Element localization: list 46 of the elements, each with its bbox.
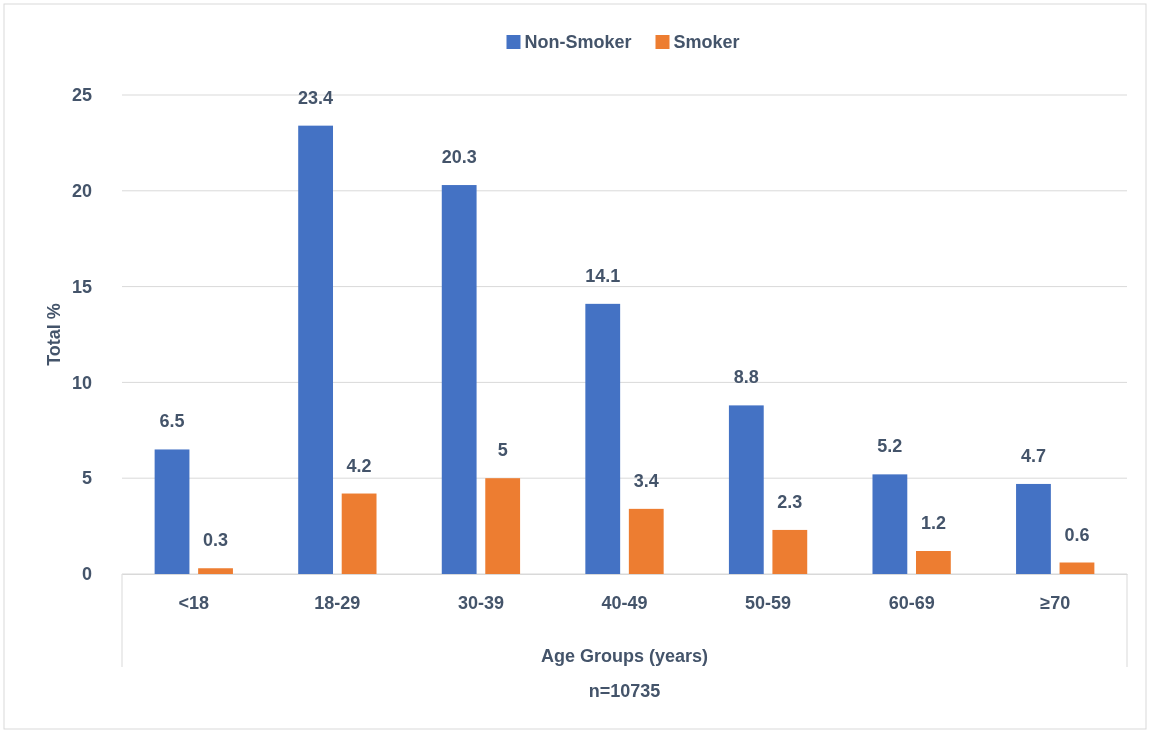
- bar: [1016, 483, 1051, 574]
- bar: [915, 551, 951, 574]
- y-axis-title: Total %: [44, 303, 64, 366]
- bar: [341, 493, 377, 574]
- data-label: 1.2: [920, 513, 946, 534]
- y-tick-label: 25: [71, 85, 92, 106]
- data-label: 6.5: [159, 411, 185, 432]
- y-tick-label: 20: [71, 181, 92, 202]
- bar: [485, 478, 521, 574]
- data-label: 5: [497, 440, 508, 461]
- data-label: 8.8: [733, 367, 759, 388]
- x-tick-label: ≥70: [1040, 592, 1071, 613]
- x-tick-label: 18-29: [314, 592, 361, 613]
- x-tick-label: 30-39: [457, 592, 504, 613]
- data-label: 5.2: [877, 436, 903, 457]
- x-tick-label: 60-69: [888, 592, 935, 613]
- bar: [198, 568, 233, 574]
- y-tick-label: 0: [81, 564, 92, 585]
- bar: [585, 303, 621, 574]
- legend-label: Smoker: [673, 32, 740, 52]
- bar: [298, 125, 334, 574]
- data-label: 23.4: [298, 87, 334, 108]
- data-label: 4.7: [1020, 445, 1046, 466]
- data-label: 3.4: [633, 470, 659, 491]
- y-tick-label: 5: [81, 468, 92, 489]
- y-tick-label: 10: [71, 372, 92, 393]
- x-axis-title: Age Groups (years): [540, 646, 709, 666]
- data-label: 20.3: [441, 147, 477, 168]
- text: n=10735: [588, 681, 661, 701]
- data-label: 0.6: [1064, 524, 1090, 545]
- data-label: 0.3: [203, 530, 229, 551]
- x-tick-label: 50-59: [745, 592, 792, 613]
- bar: [728, 405, 764, 574]
- data-label: 2.3: [777, 491, 803, 512]
- y-tick-label: 15: [71, 276, 92, 297]
- bar: [772, 529, 808, 574]
- bar: [1059, 562, 1095, 574]
- data-label: 4.2: [346, 455, 372, 476]
- data-label: 14.1: [585, 265, 621, 286]
- bar: [441, 185, 477, 574]
- bar: [154, 449, 190, 574]
- legend-label: Non-Smoker: [524, 32, 632, 52]
- bar: [872, 474, 908, 574]
- bar: [628, 508, 664, 574]
- x-tick-label: <18: [178, 592, 210, 613]
- x-tick-label: 40-49: [601, 592, 648, 613]
